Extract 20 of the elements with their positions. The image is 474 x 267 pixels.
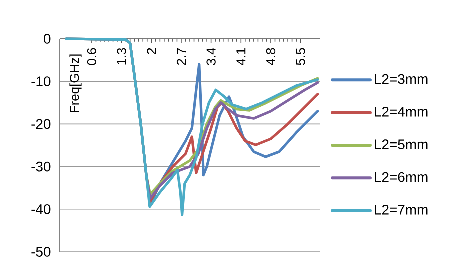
- x-tick-label: 1.3: [117, 48, 126, 65]
- x-tick-label: 4.8: [266, 48, 276, 66]
- x-tick-label: 2: [147, 48, 156, 54]
- x-tick-label: 0.6: [87, 48, 97, 66]
- y-tick-label: -10: [32, 76, 51, 87]
- x-tick-label: 3.4: [206, 48, 216, 66]
- x-tick-label: 5.5: [296, 48, 306, 66]
- y-axis-title: Freq[GHz]: [70, 54, 82, 113]
- x-tick-label: 2.7: [176, 48, 186, 66]
- legend-label: L2=7mm: [375, 204, 428, 215]
- legend-label: L2=5mm: [375, 140, 428, 150]
- y-tick-label: 0: [44, 34, 51, 44]
- legend-label: L2=4mm: [375, 106, 428, 117]
- legend-label: L2=3mm: [375, 74, 428, 84]
- x-tick-label: 4.1: [236, 48, 246, 66]
- legend-label: L2=6mm: [375, 172, 428, 182]
- y-tick-label: -20: [32, 119, 51, 130]
- y-tick-label: -50: [32, 247, 51, 257]
- y-tick-label: -40: [32, 204, 51, 214]
- y-tick-label: -30: [32, 162, 51, 172]
